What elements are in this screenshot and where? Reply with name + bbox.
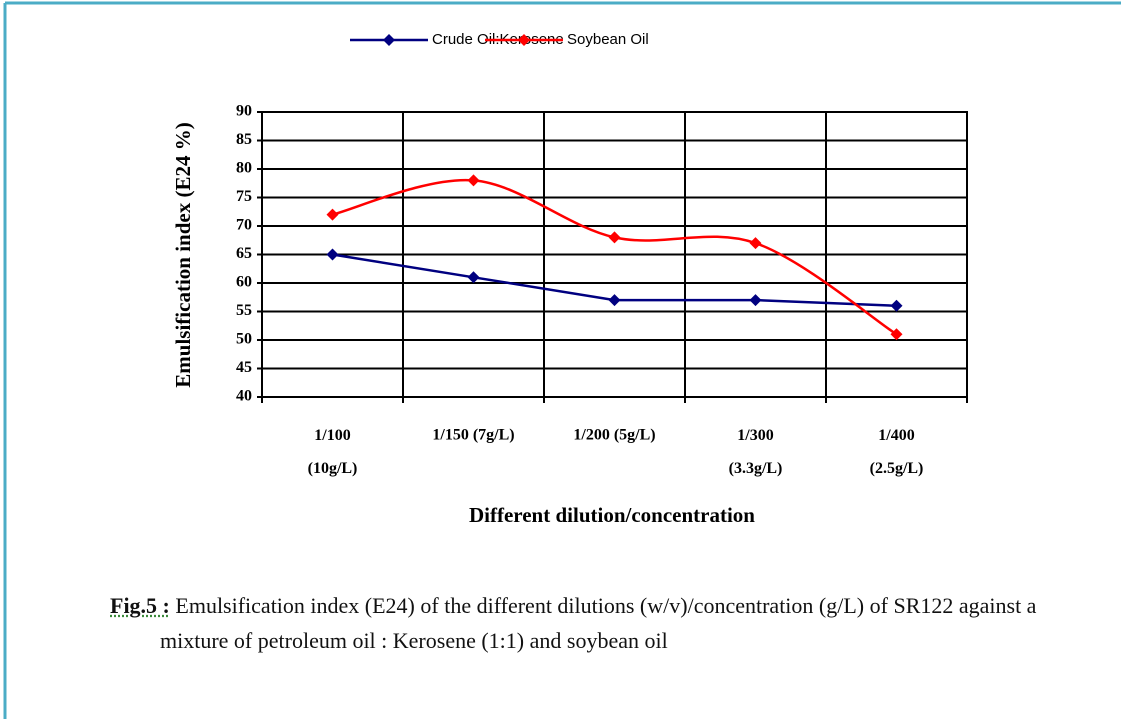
y-tick-label: 90	[236, 103, 252, 120]
marker	[749, 294, 762, 307]
legend-marker	[383, 34, 395, 46]
y-tick-label: 80	[236, 160, 252, 177]
y-tick-label: 60	[236, 274, 252, 291]
y-tick-label: 50	[236, 331, 252, 348]
marker	[749, 237, 762, 250]
caption-text: Emulsification index (E24) of the differ…	[160, 593, 1037, 653]
marker	[608, 294, 621, 307]
marker	[326, 248, 339, 261]
marker	[608, 231, 621, 244]
caption: Fig.5 : Emulsification index (E24) of th…	[110, 588, 1110, 658]
x-tick-label: 1/300 (3.3g/L)	[729, 427, 783, 477]
legend-marker	[518, 34, 530, 46]
x-tick-label: 1/200 (5g/L)	[573, 427, 655, 444]
y-tick-label: 55	[236, 302, 252, 319]
caption-label: Fig.5 :	[110, 593, 170, 618]
x-tick-label: 1/400 (2.5g/L)	[870, 427, 924, 477]
y-axis-label: Emulsification index (E24 %)	[171, 122, 195, 387]
y-tick-label: 85	[236, 131, 252, 148]
y-tick-label: 45	[236, 359, 252, 376]
marker	[467, 271, 480, 284]
x-tick-label: 1/100 (10g/L)	[308, 427, 358, 477]
marker	[890, 299, 903, 312]
marker	[326, 208, 339, 221]
x-axis-label: Different dilution/concentration	[469, 503, 755, 527]
marker	[467, 174, 480, 187]
marker	[890, 328, 903, 341]
y-tick-label: 75	[236, 188, 252, 205]
y-tick-label: 65	[236, 245, 252, 262]
y-tick-label: 70	[236, 217, 252, 234]
y-tick-label: 40	[236, 388, 252, 405]
x-tick-label: 1/150 (7g/L)	[432, 427, 514, 444]
legend-label: Soybean Oil	[567, 31, 649, 48]
